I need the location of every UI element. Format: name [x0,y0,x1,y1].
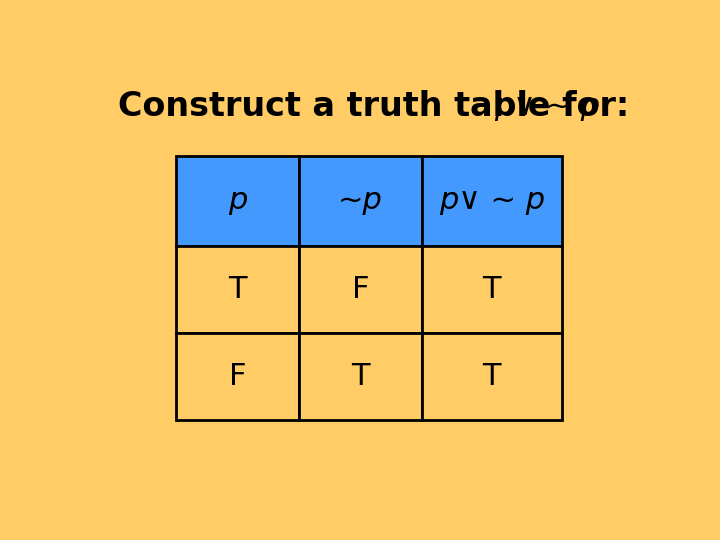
Text: p∨ ~ p: p∨ ~ p [438,186,545,215]
FancyBboxPatch shape [176,333,300,420]
Text: p∨ ~ p: p∨ ~ p [495,92,600,121]
FancyBboxPatch shape [422,333,562,420]
FancyBboxPatch shape [176,246,300,333]
Text: p: p [228,186,248,215]
FancyBboxPatch shape [300,333,422,420]
FancyBboxPatch shape [422,156,562,246]
FancyBboxPatch shape [300,246,422,333]
FancyBboxPatch shape [422,246,562,333]
Text: F: F [352,275,369,304]
Text: Construct a truth table for:: Construct a truth table for: [118,90,641,123]
FancyBboxPatch shape [300,156,422,246]
Text: T: T [351,362,370,391]
FancyBboxPatch shape [176,156,300,246]
Text: T: T [229,275,247,304]
Text: F: F [229,362,247,391]
Text: T: T [482,362,501,391]
Text: T: T [482,275,501,304]
Text: ~p: ~p [338,186,383,215]
